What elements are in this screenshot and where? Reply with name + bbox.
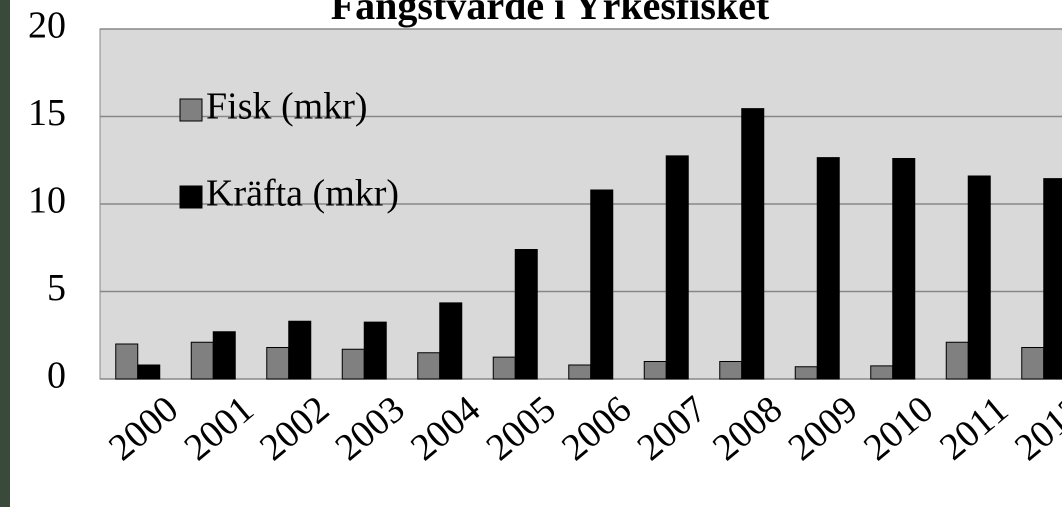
bar	[1022, 348, 1044, 380]
chart-title: Fångstvärde i Yrkesfisket	[331, 0, 770, 28]
bar	[267, 348, 289, 380]
bar	[720, 362, 742, 380]
legend-label: Kräfta (mkr)	[206, 173, 399, 215]
bar	[946, 342, 968, 379]
bar	[440, 303, 462, 379]
bar	[893, 159, 915, 380]
legend-label: Fisk (mkr)	[206, 86, 368, 128]
bar	[493, 357, 515, 379]
bar	[342, 349, 364, 379]
y-tick-label: 5	[47, 267, 66, 309]
bar	[515, 250, 537, 380]
bar	[817, 158, 839, 379]
bar	[364, 322, 386, 379]
bar	[871, 366, 893, 379]
bar	[742, 109, 764, 379]
bar	[569, 365, 591, 379]
legend-swatch	[180, 186, 202, 208]
bar	[138, 365, 160, 379]
bar	[1044, 179, 1062, 379]
y-tick-label: 10	[28, 180, 66, 222]
y-tick-label: 0	[47, 355, 66, 397]
y-tick-label: 20	[28, 5, 66, 47]
bar	[795, 367, 817, 379]
bar	[116, 344, 138, 379]
bar	[418, 353, 440, 379]
bar	[591, 190, 613, 379]
bar	[644, 362, 666, 380]
bar	[289, 321, 311, 379]
chart: 0510152020002001200220032004200520062007…	[0, 0, 1062, 507]
y-tick-label: 15	[28, 92, 66, 134]
page: {"chart_data": {"type": "bar", "title": …	[0, 0, 1062, 507]
bar	[666, 156, 688, 379]
bar	[191, 342, 213, 379]
bar	[213, 332, 235, 379]
bar	[968, 176, 990, 379]
legend-swatch	[180, 99, 202, 121]
side-strip	[0, 0, 10, 507]
